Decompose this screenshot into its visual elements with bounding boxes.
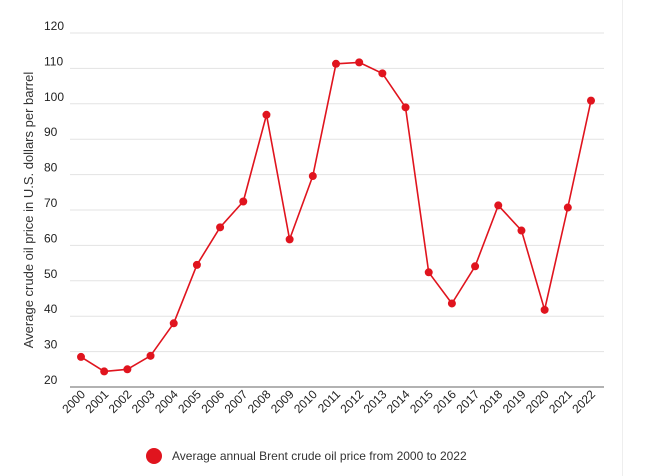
data-point[interactable] xyxy=(77,352,85,361)
x-tick-label: 2006 xyxy=(198,387,227,416)
y-tick-label: 20 xyxy=(44,373,58,387)
x-tick-label: 2015 xyxy=(407,387,436,416)
legend-label: Average annual Brent crude oil price fro… xyxy=(172,449,467,463)
data-point[interactable] xyxy=(146,351,155,360)
x-tick-label: 2021 xyxy=(546,387,575,416)
data-point[interactable] xyxy=(587,96,595,105)
x-tick-label: 2017 xyxy=(453,387,482,416)
data-point[interactable] xyxy=(285,235,294,244)
x-tick-label: 2011 xyxy=(315,387,343,415)
data-point[interactable] xyxy=(169,319,178,328)
y-tick-label: 30 xyxy=(44,338,58,352)
series-line xyxy=(80,61,592,373)
data-point[interactable] xyxy=(332,59,340,68)
x-tick-label: 2001 xyxy=(83,387,112,416)
y-tick-label: 110 xyxy=(44,54,63,68)
y-tick-label: 120 xyxy=(44,19,64,33)
x-tick-label: 2003 xyxy=(129,387,158,416)
x-tick-label: 2019 xyxy=(500,387,529,416)
x-tick-label: 2014 xyxy=(384,387,413,416)
x-tick-label: 2020 xyxy=(523,387,552,416)
legend: Average annual Brent crude oil price fro… xyxy=(146,446,467,466)
data-point[interactable] xyxy=(239,197,248,206)
y-tick-label: 90 xyxy=(44,125,58,139)
y-axis-ticks: 20 30 40 50 60 70 80 90 100 110 120 xyxy=(44,19,64,387)
x-tick-label: 2018 xyxy=(477,387,506,416)
x-tick-label: 2010 xyxy=(291,387,320,416)
x-tick-label: 2004 xyxy=(152,387,181,416)
series-layer xyxy=(77,58,595,376)
y-tick-label: 80 xyxy=(44,161,58,175)
x-tick-label: 2007 xyxy=(222,387,251,416)
x-tick-label: 2000 xyxy=(59,387,88,416)
data-point[interactable] xyxy=(447,299,456,308)
legend-marker-icon xyxy=(146,448,162,464)
data-point[interactable] xyxy=(401,103,410,112)
x-tick-label: 2005 xyxy=(175,387,204,416)
y-axis-title: Average crude oil price in U.S. dollars … xyxy=(21,72,36,349)
data-point[interactable] xyxy=(216,223,225,232)
data-point[interactable] xyxy=(262,110,271,119)
x-tick-label: 2013 xyxy=(361,387,390,416)
y-tick-label: 50 xyxy=(44,267,58,281)
x-tick-label: 2002 xyxy=(106,387,135,416)
x-tick-label: 2012 xyxy=(338,387,367,416)
x-tick-label: 2016 xyxy=(430,387,459,416)
data-point[interactable] xyxy=(563,203,572,212)
data-point[interactable] xyxy=(471,262,480,271)
y-tick-label: 100 xyxy=(44,90,64,104)
y-tick-label: 60 xyxy=(44,231,58,245)
y-tick-label: 40 xyxy=(44,302,58,316)
data-point[interactable] xyxy=(378,69,387,78)
x-tick-label: 2009 xyxy=(268,387,297,416)
data-point[interactable] xyxy=(123,365,132,374)
data-point[interactable] xyxy=(355,58,364,67)
data-point[interactable] xyxy=(540,305,549,314)
x-axis-ticks: 2000200120022003200420052006200720082009… xyxy=(59,387,598,416)
data-point[interactable] xyxy=(424,268,433,277)
data-point[interactable] xyxy=(192,260,201,269)
divider xyxy=(622,0,623,476)
data-point[interactable] xyxy=(308,172,317,181)
data-point[interactable] xyxy=(517,226,526,235)
gridlines xyxy=(70,32,604,388)
x-tick-label: 2022 xyxy=(569,387,598,416)
data-point[interactable] xyxy=(494,201,503,210)
data-point[interactable] xyxy=(100,367,109,376)
y-tick-label: 70 xyxy=(44,196,58,210)
x-tick-label: 2008 xyxy=(245,387,274,416)
